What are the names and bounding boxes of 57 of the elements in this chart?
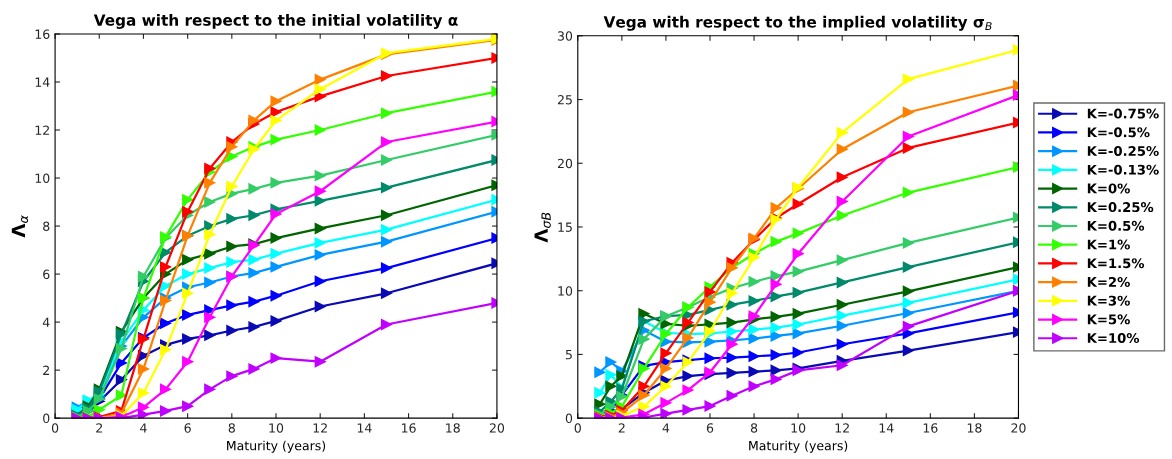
x-tick-label: 8: [750, 423, 758, 433]
x-tick-label: 2: [618, 423, 625, 433]
legend-label: K=1%: [1087, 239, 1130, 250]
x-tick-label: 18: [446, 423, 460, 433]
x-tick-label: 6: [184, 423, 191, 433]
y-tick-label: 14: [35, 77, 50, 87]
y-tick-label: 8: [43, 221, 50, 231]
x-tick-label: 16: [923, 423, 938, 433]
y-tick-label: 10: [35, 173, 50, 183]
legend-label: K=0%: [1087, 183, 1130, 194]
y-tick-label: 6: [43, 269, 50, 280]
x-tick-label: 14: [879, 423, 894, 433]
y-tick-label: 12: [35, 125, 49, 135]
chart-title: Vega with respect to the implied volatility σ$_{B}$: [603, 15, 992, 31]
y-tick-label: 0: [43, 413, 50, 424]
y-axis-title: Λ$_{σB}$: [534, 212, 551, 243]
x-tick-label: 10: [269, 423, 284, 433]
x-tick-label: 8: [228, 423, 235, 433]
x-tick-label: 0: [574, 423, 581, 433]
y-tick-label: 0: [565, 413, 573, 424]
x-tick-label: 6: [706, 423, 714, 433]
x-tick-label: 20: [489, 423, 505, 433]
legend-label: K=3%: [1087, 295, 1130, 306]
legend-label: K=2%: [1087, 276, 1130, 287]
y-tick-label: 15: [558, 222, 572, 232]
legend-label: K=-0.13%: [1087, 164, 1159, 175]
legend-label: K=1.5%: [1087, 258, 1145, 269]
x-tick-label: 2: [96, 423, 102, 433]
x-tick-label: 12: [313, 423, 327, 433]
x-tick-label: 14: [357, 423, 372, 433]
x-tick-label: 12: [835, 423, 849, 433]
x-tick-label: 0: [51, 423, 59, 433]
y-tick-label: 16: [35, 29, 50, 39]
y-tick-label: 25: [557, 95, 572, 105]
x-axis-title: Maturity (years): [749, 440, 848, 453]
legend-label: K=-0.5%: [1087, 127, 1150, 138]
legend-label: K=10%: [1087, 333, 1140, 344]
y-tick-label: 30: [557, 31, 573, 41]
x-tick-label: 20: [1011, 423, 1026, 433]
legend-label: K=5%: [1087, 314, 1130, 325]
x-axis-title: Maturity (years): [227, 440, 326, 453]
legend-label: K=0.5%: [1087, 220, 1145, 231]
x-tick-label: 4: [662, 423, 670, 433]
x-tick-label: 4: [140, 423, 147, 433]
y-axis-title: Λ$_{α}$: [11, 215, 29, 238]
y-tick-label: 4: [42, 317, 50, 327]
y-tick-label: 5: [565, 350, 572, 360]
legend-label: K=-0.75%: [1087, 108, 1159, 119]
x-tick-label: 18: [967, 423, 982, 433]
legend-label: K=0.25%: [1087, 202, 1154, 213]
x-tick-label: 10: [791, 423, 806, 433]
legend-label: K=-0.25%: [1087, 145, 1159, 156]
x-tick-label: 16: [401, 423, 416, 433]
y-tick-label: 20: [557, 158, 573, 169]
y-tick-label: 10: [558, 286, 573, 296]
chart-title: Vega with respect to the initial volatility α: [93, 14, 458, 29]
y-tick-label: 2: [43, 365, 49, 375]
